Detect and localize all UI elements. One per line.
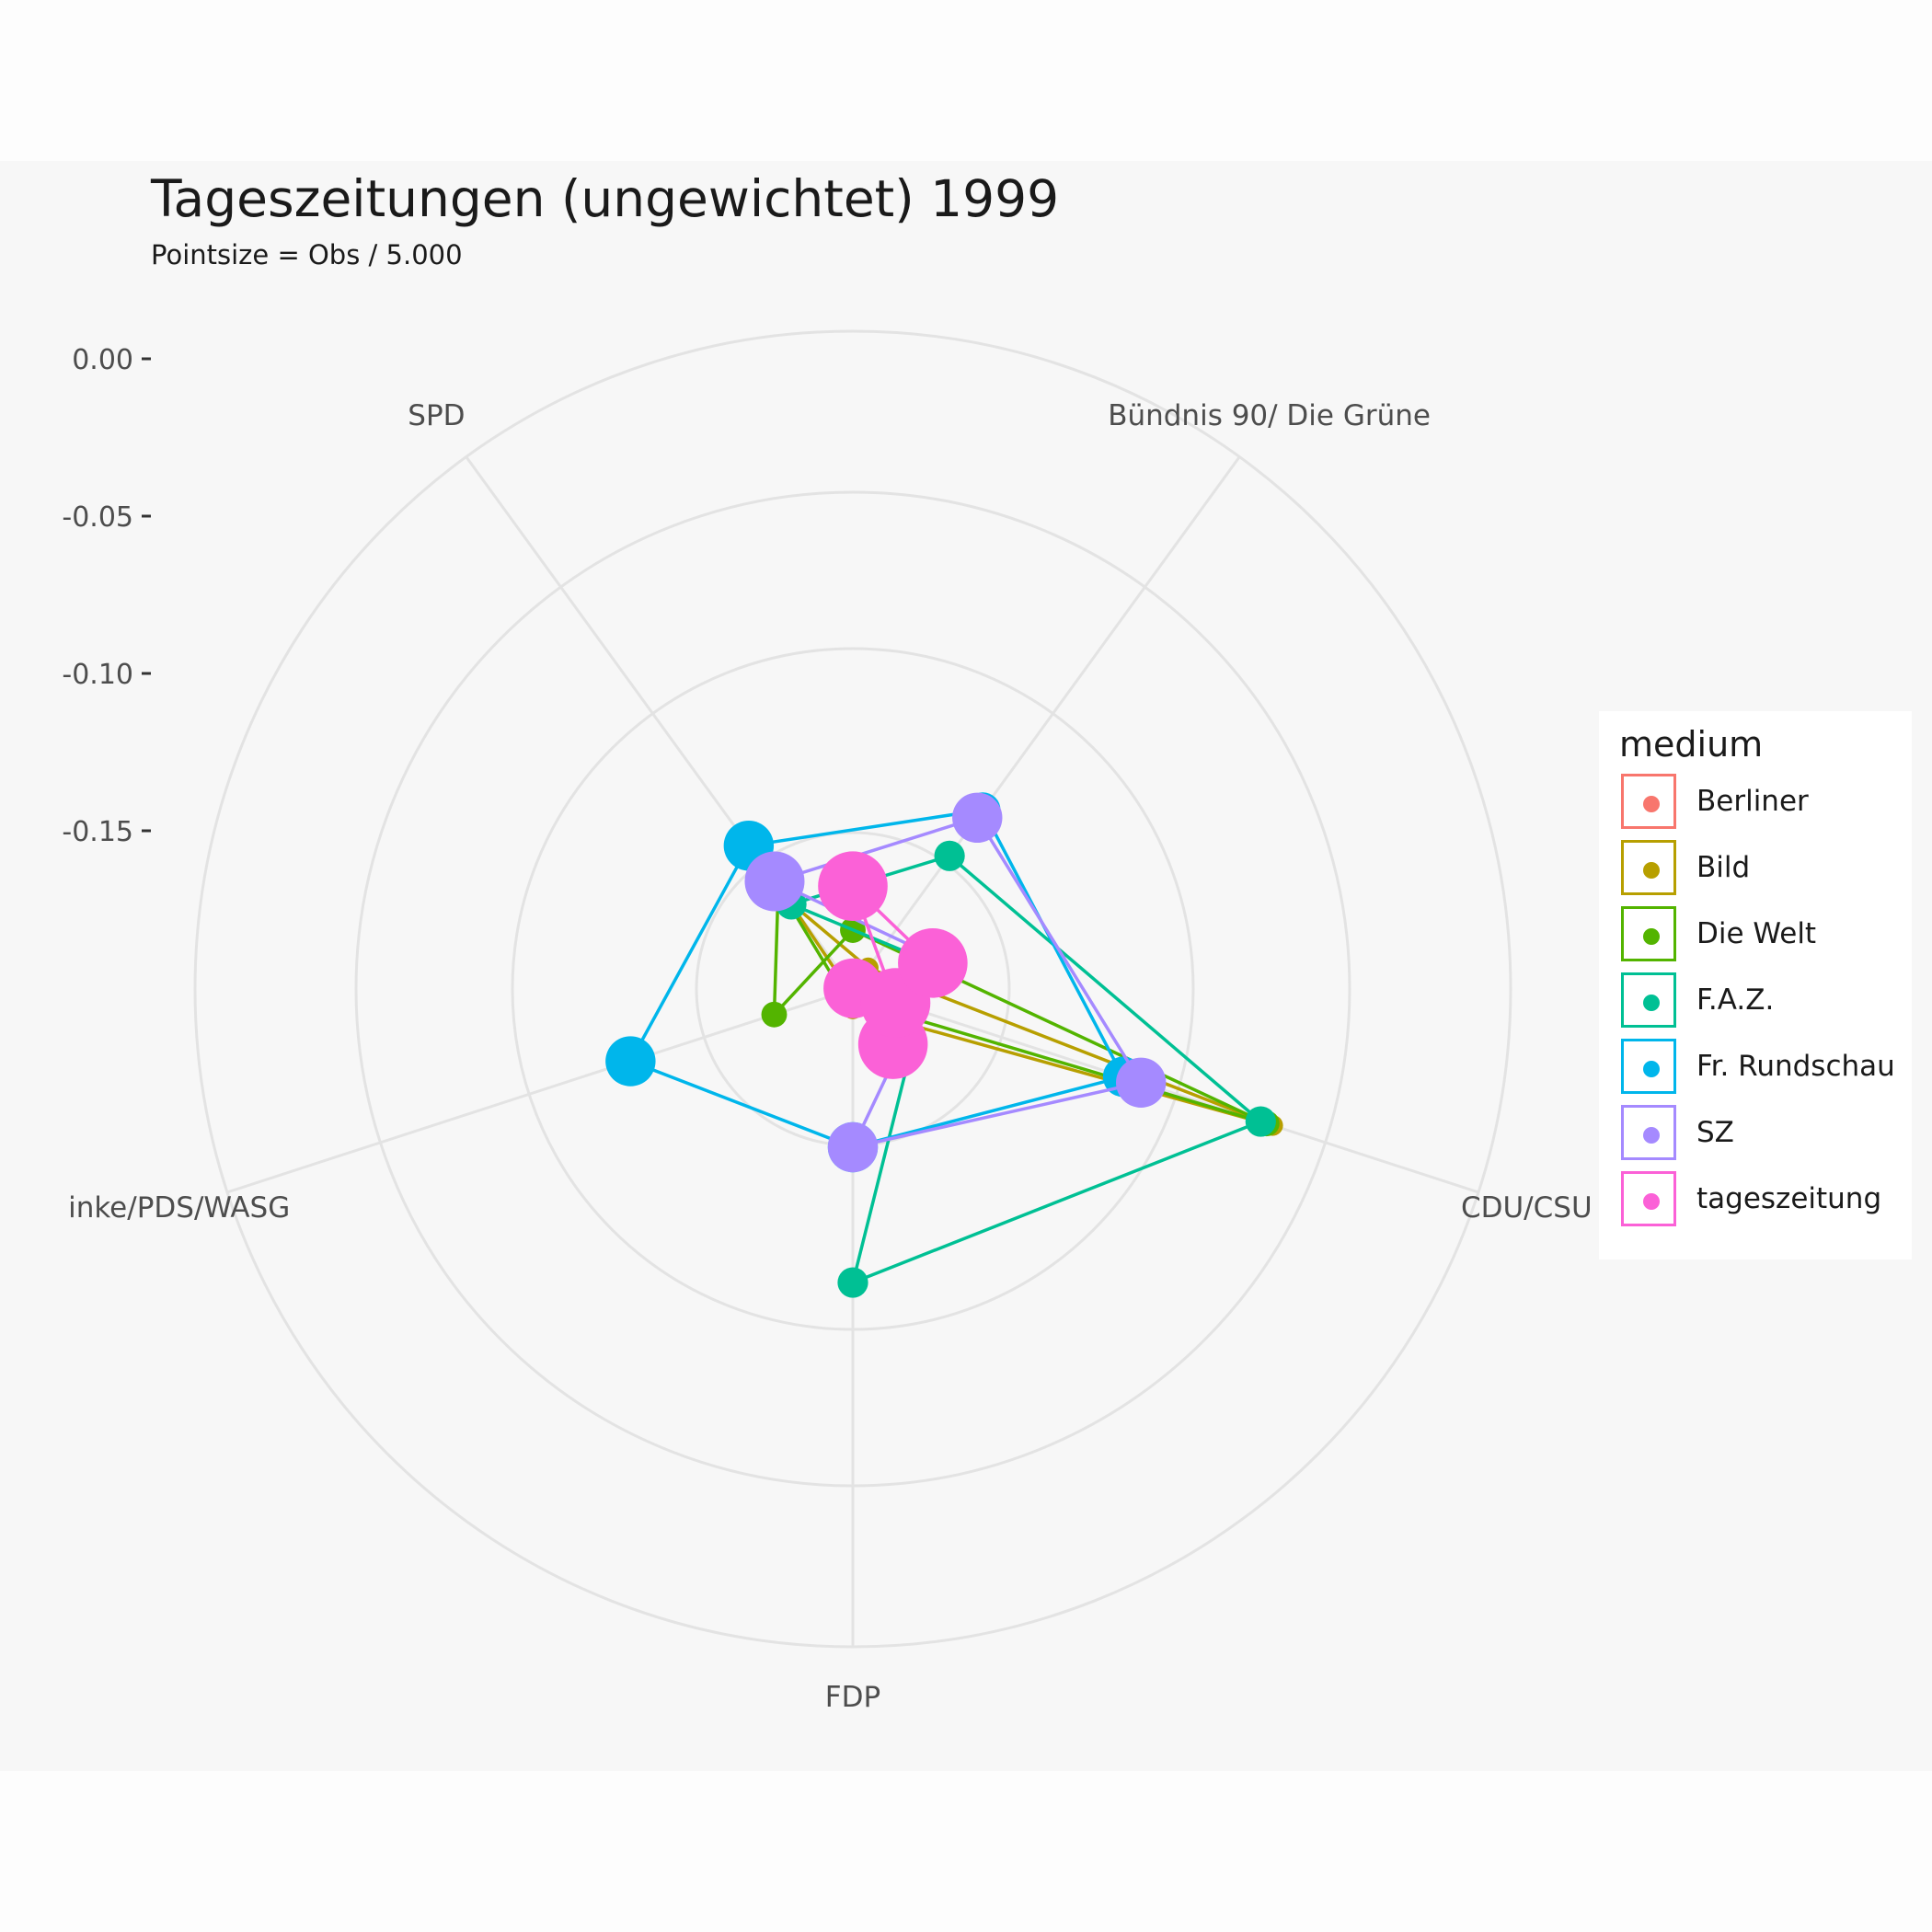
grid xyxy=(193,329,1512,1649)
legend-label: Die Welt xyxy=(1696,917,1817,950)
legend: medium Berliner Bild Die Welt F.A.Z. Fr. Run… xyxy=(1599,711,1912,1259)
data-point xyxy=(818,851,888,921)
axis-labels: SPD Bündnis 90/ Die Grüne CDU/CSU FDP inke/P… xyxy=(68,399,1593,1714)
legend-dot-icon xyxy=(1643,995,1660,1011)
legend-dot-icon xyxy=(1643,1127,1660,1144)
chart-subtitle: Pointsize = Obs / 5.000 xyxy=(151,239,463,270)
data-point xyxy=(837,1267,868,1298)
data-point xyxy=(1245,1106,1276,1137)
legend-dot-icon xyxy=(1643,1193,1660,1210)
legend-label: SZ xyxy=(1696,1116,1734,1149)
legend-key xyxy=(1621,840,1676,895)
legend-key xyxy=(1621,1105,1676,1160)
axis-label: SPD xyxy=(408,399,465,432)
legend-item[interactable]: Die Welt xyxy=(1621,906,1906,965)
r-tick-label: 0.00 xyxy=(72,344,133,376)
legend-item[interactable]: tageszeitung xyxy=(1621,1171,1906,1230)
series-line xyxy=(628,808,1125,1149)
legend-label: tageszeitung xyxy=(1696,1182,1882,1215)
legend-label: Berliner xyxy=(1696,785,1809,818)
legend-dot-icon xyxy=(1643,1061,1660,1077)
data-point xyxy=(898,927,968,998)
data-point xyxy=(934,840,965,871)
data-point xyxy=(744,851,805,912)
legend-item[interactable]: F.A.Z. xyxy=(1621,972,1906,1031)
axis-spoke xyxy=(851,455,1241,990)
axis-label: inke/PDS/WASG xyxy=(68,1191,290,1225)
legend-item[interactable]: Berliner xyxy=(1621,774,1906,833)
series xyxy=(605,792,1283,1298)
legend-dot-icon xyxy=(1643,862,1660,879)
data-point xyxy=(952,792,1003,844)
data-point xyxy=(1116,1057,1167,1108)
r-tick-label: -0.10 xyxy=(62,659,133,691)
axis-spoke xyxy=(852,987,1479,1194)
axis-label: FDP xyxy=(825,1681,880,1714)
r-tick-label: -0.15 xyxy=(62,816,133,848)
r-axis: 0.00 -0.05 -0.10 -0.15 xyxy=(62,344,151,848)
legend-item[interactable]: Fr. Rundschau xyxy=(1621,1039,1906,1098)
chart-title: Tageszeitungen (ungewichtet) 1999 xyxy=(151,169,1060,228)
legend-label: Fr. Rundschau xyxy=(1696,1050,1895,1083)
legend-item[interactable]: Bild xyxy=(1621,840,1906,899)
r-tick-label: -0.05 xyxy=(62,501,133,534)
data-point xyxy=(761,1001,788,1028)
series-group xyxy=(744,792,1167,1173)
legend-title: medium xyxy=(1619,724,1764,765)
legend-key xyxy=(1621,972,1676,1028)
axis-label: CDU/CSU xyxy=(1461,1191,1593,1225)
legend-dot-icon xyxy=(1643,928,1660,945)
legend-key xyxy=(1621,774,1676,829)
legend-label: Bild xyxy=(1696,851,1751,884)
series-group xyxy=(818,851,968,1079)
legend-dot-icon xyxy=(1643,796,1660,812)
axis-label: Bündnis 90/ Die Grüne xyxy=(1108,399,1431,432)
series-line xyxy=(789,854,1263,1284)
legend-key xyxy=(1621,1171,1676,1226)
axis-spoke xyxy=(226,987,854,1194)
legend-item[interactable]: SZ xyxy=(1621,1105,1906,1164)
data-point xyxy=(827,1121,879,1173)
legend-label: F.A.Z. xyxy=(1696,983,1775,1017)
data-point xyxy=(605,1036,656,1087)
legend-key xyxy=(1621,906,1676,961)
legend-key xyxy=(1621,1039,1676,1094)
